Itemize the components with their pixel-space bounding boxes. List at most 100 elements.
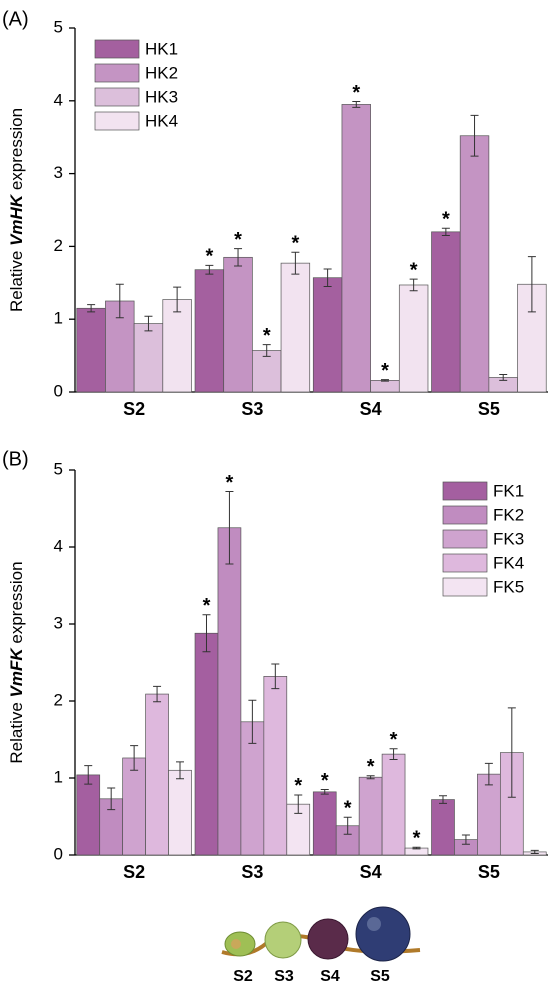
significance-marker: * — [263, 325, 271, 347]
error-bar — [470, 114, 479, 157]
y-tick-label: 2 — [54, 236, 63, 255]
stage-label: S5 — [370, 968, 390, 985]
error-bar — [389, 748, 398, 761]
y-axis-label: Relative VmHK expression — [7, 108, 26, 312]
error-bar — [87, 304, 96, 313]
error-bar — [366, 775, 375, 780]
significance-marker: * — [203, 595, 211, 617]
error-bar — [234, 248, 243, 267]
error-bar — [380, 379, 389, 382]
legend-label: HK4 — [145, 111, 178, 130]
y-tick-label: 2 — [54, 690, 63, 709]
y-tick-label: 5 — [54, 17, 63, 36]
significance-marker: * — [291, 233, 299, 255]
significance-marker: * — [442, 208, 450, 230]
error-bar — [499, 374, 508, 381]
legend-label: FK5 — [493, 577, 524, 596]
legend-label: HK1 — [145, 39, 178, 58]
error-bar — [352, 101, 361, 108]
bar — [76, 307, 106, 393]
x-tick-label: S2 — [123, 862, 145, 882]
y-tick-label: 4 — [54, 90, 63, 109]
error-bar — [205, 264, 214, 275]
significance-marker: * — [234, 229, 242, 251]
significance-marker: * — [413, 828, 421, 850]
bar — [459, 135, 490, 393]
bar — [370, 380, 400, 393]
significance-marker: * — [205, 246, 213, 268]
significance-marker: * — [226, 472, 234, 494]
y-tick-label: 1 — [54, 309, 63, 328]
bar — [162, 299, 192, 393]
error-bar — [294, 794, 303, 814]
error-bar — [176, 761, 185, 780]
error-bar — [130, 745, 139, 771]
error-bar — [262, 344, 271, 357]
bar — [358, 776, 383, 856]
error-bar — [144, 315, 153, 332]
x-tick-label: S4 — [360, 399, 382, 419]
y-tick-label: 0 — [54, 844, 63, 863]
x-tick-label: S5 — [478, 862, 500, 882]
legend-swatch — [442, 553, 488, 573]
y-tick-label: 5 — [54, 459, 63, 478]
legend-label: FK4 — [493, 553, 524, 572]
significance-marker: * — [294, 775, 302, 797]
y-axis-label-part: Relative — [7, 697, 26, 763]
legend-label: FK3 — [493, 529, 524, 548]
bar — [217, 527, 242, 856]
bar — [263, 676, 288, 856]
bar — [76, 774, 101, 856]
bar — [194, 269, 225, 393]
bar — [312, 277, 343, 393]
x-tick-label: S2 — [123, 399, 145, 419]
error-bar — [484, 762, 493, 786]
panel-label: (A) — [2, 8, 29, 30]
bar — [223, 256, 253, 393]
error-bar — [438, 795, 447, 804]
y-tick-label: 3 — [54, 163, 63, 182]
error-bar — [115, 283, 124, 319]
error-bar — [225, 491, 234, 565]
bar — [168, 769, 192, 856]
bar — [122, 757, 146, 856]
legend-label: FK1 — [493, 481, 524, 500]
x-tick-label: S3 — [241, 399, 263, 419]
error-bar — [320, 789, 329, 795]
legend-swatch — [94, 87, 140, 107]
bar — [477, 773, 501, 856]
error-bar — [107, 787, 116, 811]
bar — [398, 284, 429, 393]
stage-label: S3 — [274, 968, 294, 985]
legend-label: HK2 — [145, 63, 178, 82]
bar — [280, 262, 311, 393]
error-bar — [84, 765, 93, 785]
error-bar — [271, 663, 280, 690]
bar — [133, 323, 164, 393]
y-tick-label: 1 — [54, 767, 63, 786]
stage-label: S4 — [320, 968, 340, 985]
error-bar — [291, 251, 300, 275]
significance-marker: * — [410, 259, 418, 281]
bar — [431, 799, 455, 856]
error-bar — [530, 849, 539, 854]
legend-swatch — [442, 529, 488, 549]
y-axis-label-part: expression — [7, 561, 26, 648]
bar — [431, 231, 461, 393]
y-axis-label-part: Relative — [7, 246, 26, 312]
bar — [312, 791, 337, 856]
legend-swatch — [94, 39, 140, 59]
significance-marker: * — [390, 729, 398, 751]
significance-marker: * — [381, 360, 389, 382]
fruit-illustration — [221, 906, 421, 962]
bar — [341, 104, 371, 393]
legend-swatch — [94, 63, 140, 83]
y-tick-label: 3 — [54, 613, 63, 632]
significance-marker: * — [321, 770, 329, 792]
legend-label: FK2 — [493, 505, 524, 524]
bar — [381, 753, 406, 856]
significance-marker: * — [367, 756, 375, 778]
error-bar — [323, 268, 332, 287]
error-bar — [153, 685, 162, 703]
x-tick-label: S3 — [241, 862, 263, 882]
